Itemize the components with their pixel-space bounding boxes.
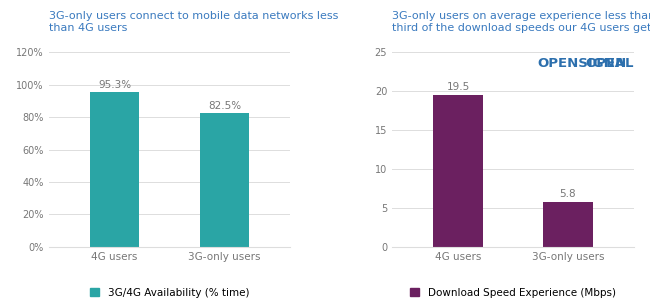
- Bar: [200, 113, 250, 247]
- Text: 19.5: 19.5: [447, 82, 469, 92]
- Text: 95.3%: 95.3%: [98, 80, 131, 90]
- Legend: Download Speed Experience (Mbps): Download Speed Experience (Mbps): [406, 284, 620, 301]
- Text: 3G-only users on average experience less than one-
third of the download speeds : 3G-only users on average experience less…: [392, 11, 650, 33]
- Legend: 3G/4G Availability (% time): 3G/4G Availability (% time): [86, 284, 254, 301]
- Text: OPENSIGNAL: OPENSIGNAL: [538, 57, 634, 70]
- Text: OPEN: OPEN: [585, 57, 627, 70]
- Text: 82.5%: 82.5%: [208, 101, 241, 111]
- Bar: [543, 202, 593, 247]
- Bar: [433, 95, 483, 247]
- Text: 3G-only users connect to mobile data networks less
than 4G users: 3G-only users connect to mobile data net…: [49, 11, 338, 33]
- Bar: [90, 92, 139, 247]
- Text: 5.8: 5.8: [560, 189, 576, 199]
